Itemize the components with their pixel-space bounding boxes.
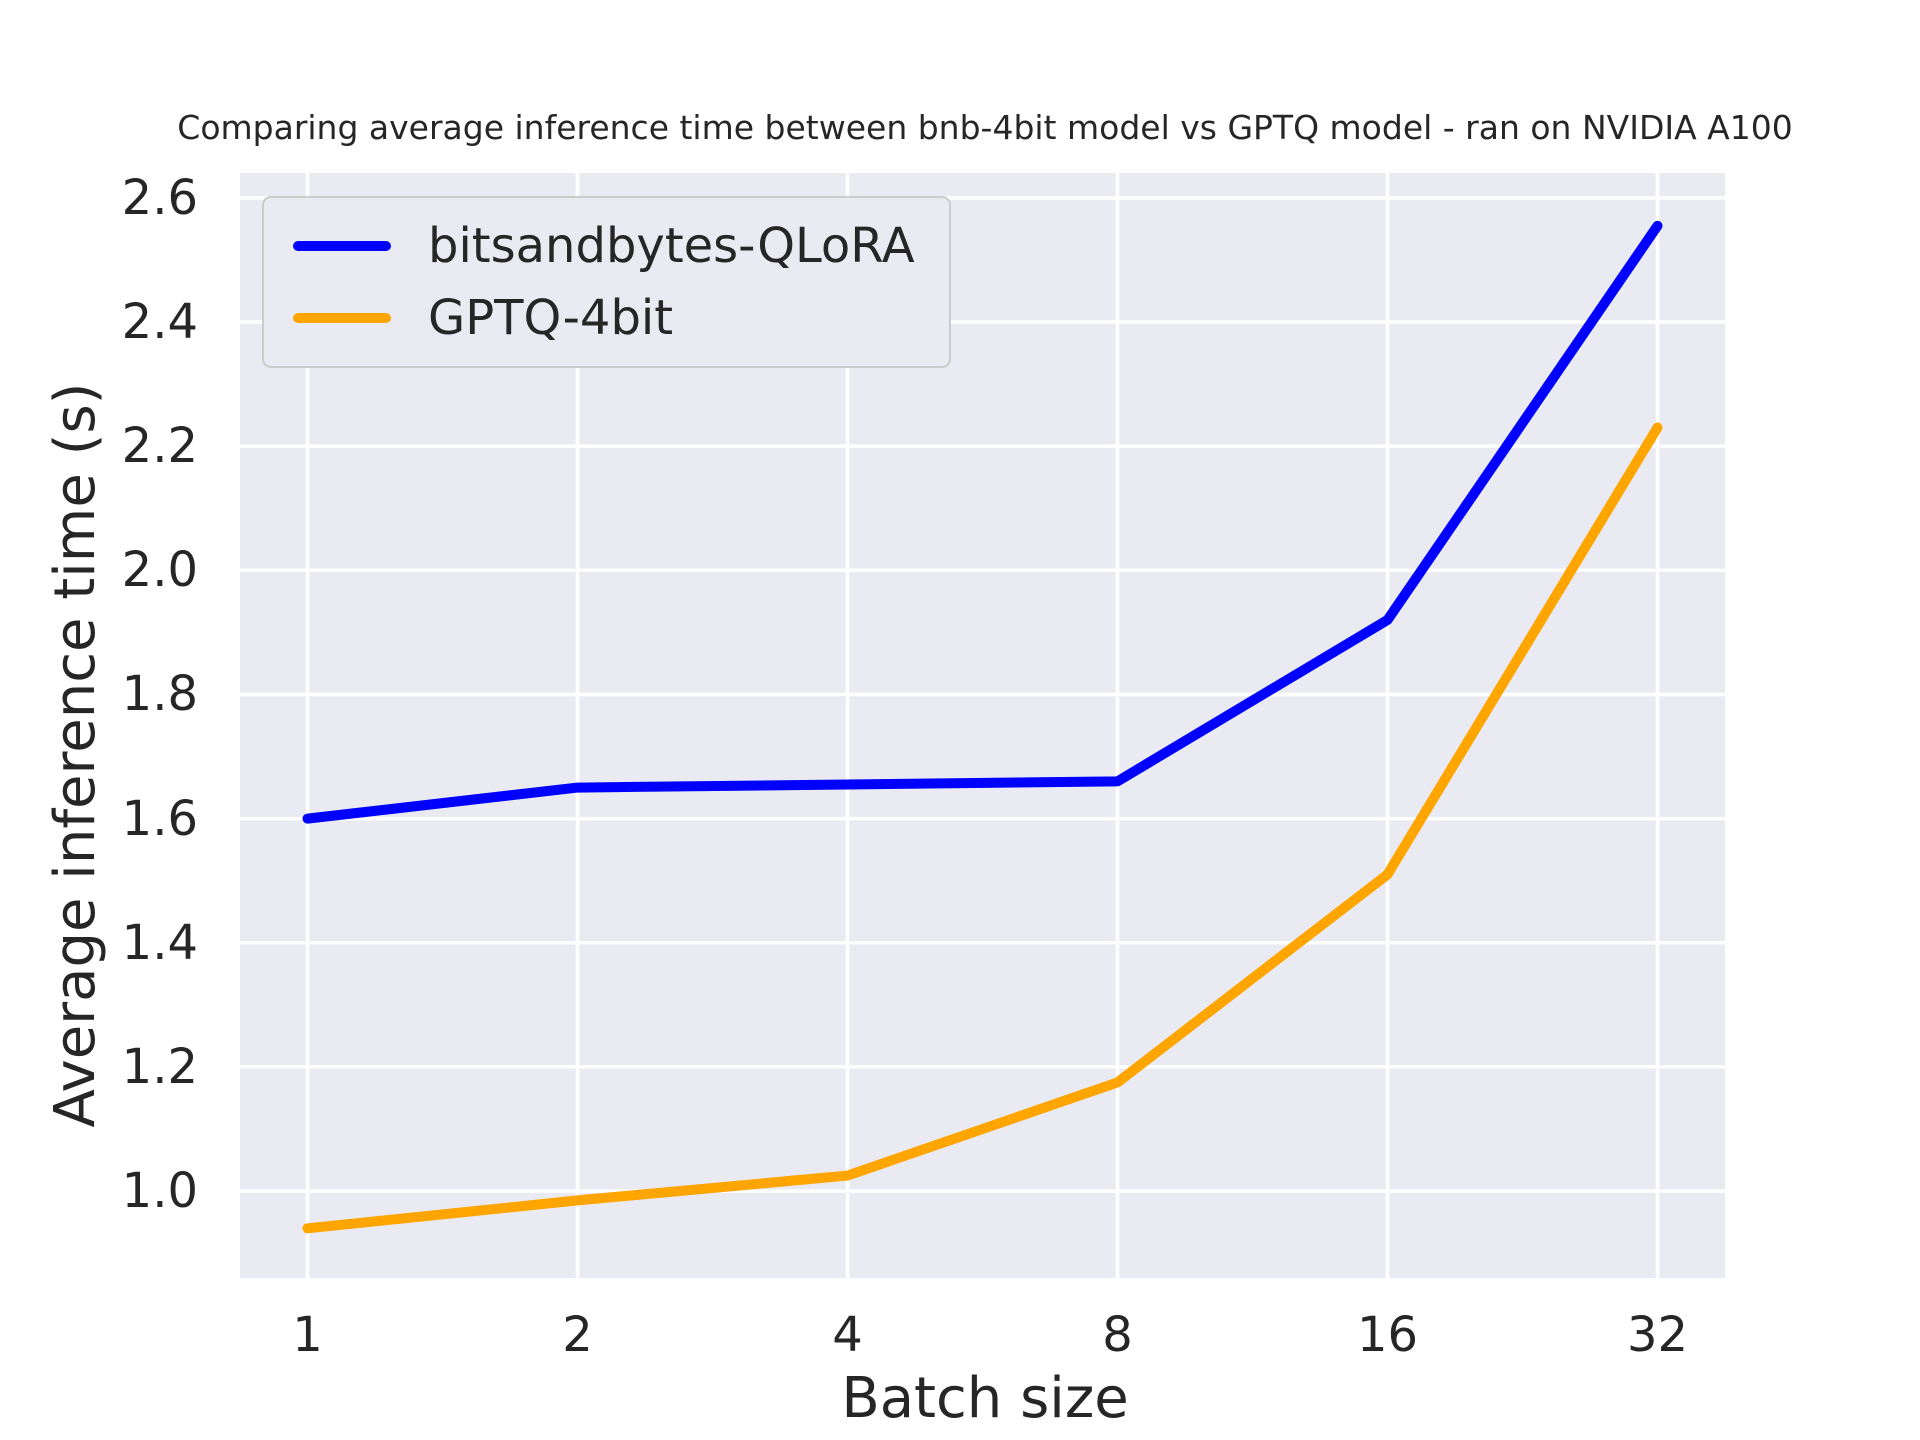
legend-swatch-blue-line <box>293 241 391 251</box>
y-tick-label: 2.2 <box>121 418 198 475</box>
legend-label-gptq-4bit: GPTQ-4bit <box>428 290 674 346</box>
y-tick-label: 2.0 <box>121 542 198 599</box>
y-tick-label: 2.6 <box>121 169 198 226</box>
x-tick-label: 2 <box>562 1307 593 1363</box>
x-axis-label: Batch size <box>841 1366 1129 1431</box>
x-tick-label: 16 <box>1356 1307 1419 1363</box>
y-tick-label: 1.8 <box>121 666 198 723</box>
chart-title: Comparing average inference time between… <box>177 108 1793 147</box>
y-tick-label: 1.2 <box>121 1038 198 1095</box>
x-tick-label: 4 <box>832 1307 863 1363</box>
y-tick-label: 1.0 <box>121 1163 198 1220</box>
x-tick-label: 8 <box>1102 1307 1133 1363</box>
legend-swatch-orange-line <box>293 313 391 323</box>
legend-label-bitsandbytes-qlora: bitsandbytes-QLoRA <box>428 218 915 274</box>
series-lines <box>302 220 1663 1234</box>
y-tick-label: 1.4 <box>121 914 198 971</box>
x-tick-label: 1 <box>292 1307 323 1363</box>
x-tick-label: 32 <box>1626 1307 1689 1363</box>
y-axis-label: Average inference time (s) <box>43 382 108 1128</box>
y-tick-label: 1.6 <box>121 790 198 847</box>
y-tick-label: 2.4 <box>121 293 198 350</box>
series-line-bitsandbytes-QLoRA <box>302 220 1663 824</box>
series-line-GPTQ-4bit <box>302 422 1663 1234</box>
legend: bitsandbytes-QLoRA GPTQ-4bit <box>262 196 951 368</box>
legend-item-gptq-4bit: GPTQ-4bit <box>292 286 915 350</box>
legend-item-bitsandbytes-qlora: bitsandbytes-QLoRA <box>292 214 915 278</box>
